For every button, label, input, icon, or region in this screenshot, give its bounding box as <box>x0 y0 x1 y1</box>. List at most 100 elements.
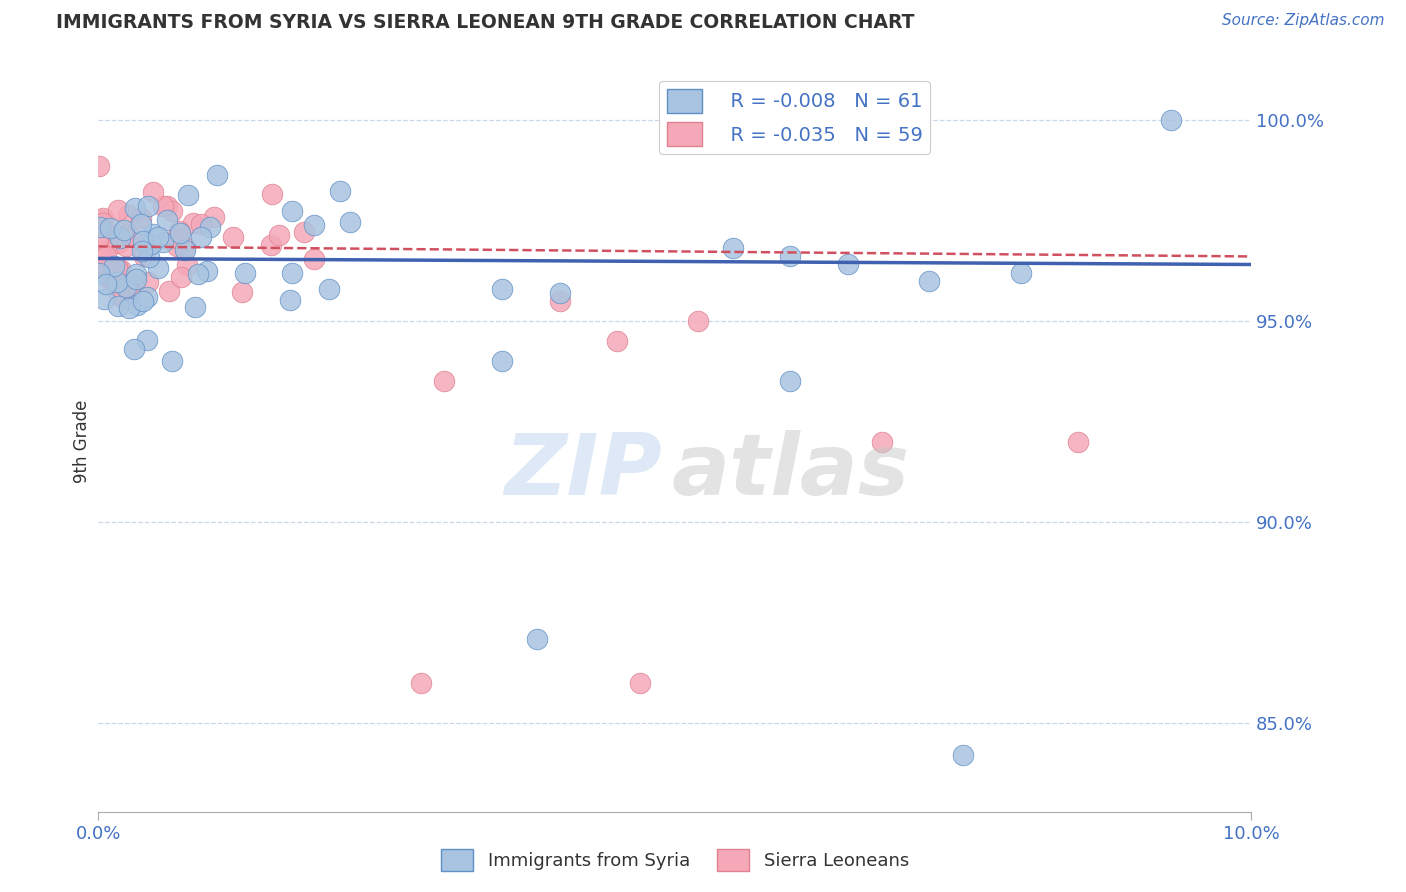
Point <box>118 284 141 298</box>
Point <box>329 184 352 198</box>
Point <box>721 241 744 255</box>
Point <box>1010 266 1032 280</box>
Point <box>98 269 121 284</box>
Point <box>872 434 894 449</box>
Point <box>686 314 709 328</box>
Point <box>183 216 205 230</box>
Point <box>114 239 136 253</box>
Point <box>606 334 628 348</box>
Point <box>90 212 112 227</box>
Text: ZIP: ZIP <box>503 430 661 513</box>
Point <box>131 244 153 258</box>
Point <box>197 264 219 278</box>
Point <box>132 294 155 309</box>
Point <box>166 239 188 253</box>
Point <box>142 185 165 199</box>
Text: IMMIGRANTS FROM SYRIA VS SIERRA LEONEAN 9TH GRADE CORRELATION CHART: IMMIGRANTS FROM SYRIA VS SIERRA LEONEAN … <box>56 13 915 32</box>
Point <box>97 271 120 285</box>
Point <box>917 274 939 288</box>
Point <box>260 186 283 201</box>
Point <box>136 290 159 304</box>
Point <box>548 285 571 300</box>
Point <box>302 252 325 266</box>
Point <box>108 231 131 245</box>
Point <box>267 228 290 243</box>
Point <box>548 293 571 308</box>
Point <box>107 236 129 251</box>
Point <box>231 285 253 300</box>
Point <box>176 187 198 202</box>
Point <box>152 199 174 213</box>
Point <box>87 244 110 258</box>
Text: Source: ZipAtlas.com: Source: ZipAtlas.com <box>1222 13 1385 29</box>
Point <box>142 227 165 241</box>
Point <box>222 230 245 244</box>
Point <box>118 301 141 316</box>
Point <box>120 230 142 244</box>
Point <box>120 277 142 291</box>
Point <box>952 748 974 763</box>
Point <box>96 277 118 291</box>
Point <box>318 282 340 296</box>
Point <box>281 266 304 280</box>
Point <box>93 252 115 266</box>
Point <box>136 199 159 213</box>
Point <box>162 204 184 219</box>
Point <box>136 333 159 347</box>
Point <box>89 220 111 235</box>
Point <box>87 232 110 246</box>
Point <box>136 276 159 290</box>
Point <box>90 263 112 277</box>
Point <box>628 676 651 690</box>
Point <box>173 240 195 254</box>
Point <box>202 210 225 224</box>
Point <box>190 230 212 244</box>
Point <box>91 216 114 230</box>
Point <box>91 211 114 226</box>
Point <box>281 203 304 218</box>
Point <box>1160 112 1182 127</box>
Point <box>156 213 179 227</box>
Point <box>131 218 153 232</box>
Point <box>146 230 169 244</box>
Point <box>132 249 155 263</box>
Point <box>779 249 801 263</box>
Point <box>114 222 136 236</box>
Point <box>105 261 128 276</box>
Point <box>166 231 188 245</box>
Point <box>125 272 148 286</box>
Point <box>103 260 125 274</box>
Point <box>1067 434 1090 449</box>
Point <box>200 220 222 235</box>
Point <box>491 354 513 368</box>
Point <box>104 236 127 251</box>
Point <box>87 159 110 173</box>
Point <box>294 225 316 239</box>
Point <box>124 201 146 215</box>
Point <box>139 237 162 252</box>
Point <box>190 217 212 231</box>
Point <box>108 262 131 277</box>
Point <box>837 258 859 272</box>
Point <box>169 270 191 285</box>
Point <box>110 263 132 277</box>
Point <box>433 374 456 388</box>
Point <box>125 268 148 282</box>
Point <box>138 250 160 264</box>
Point <box>156 199 179 213</box>
Point <box>127 297 149 311</box>
Point <box>278 293 301 307</box>
Point <box>98 221 121 235</box>
Point <box>152 235 174 250</box>
Point <box>91 220 114 235</box>
Point <box>411 676 433 690</box>
Point <box>169 226 191 240</box>
Point <box>148 260 170 275</box>
Point <box>491 282 513 296</box>
Point <box>260 238 283 252</box>
Point <box>87 266 110 280</box>
Point <box>779 374 801 388</box>
Point <box>339 215 361 229</box>
Point <box>132 235 155 249</box>
Point <box>129 211 152 226</box>
